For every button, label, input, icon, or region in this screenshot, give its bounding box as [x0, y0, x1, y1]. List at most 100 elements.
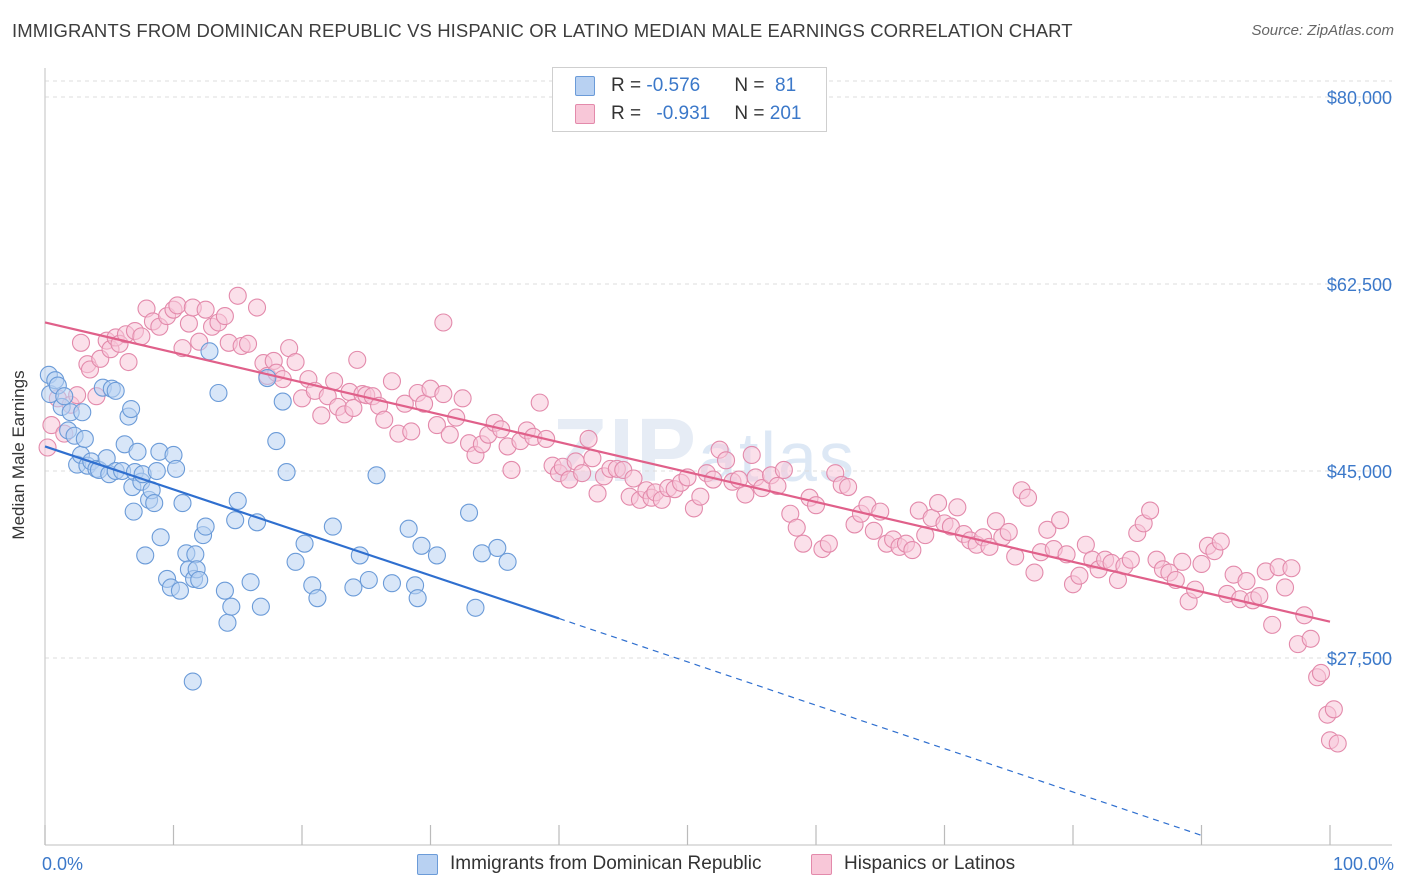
point-dominican	[190, 570, 209, 590]
point-hispanics	[1018, 488, 1038, 507]
y-tick-label: $80,000	[1327, 88, 1392, 108]
point-dominican	[228, 491, 247, 510]
point-hispanics	[787, 518, 806, 537]
point-dominican	[145, 494, 164, 513]
point-dominican	[122, 399, 141, 419]
point-hispanics	[1121, 550, 1140, 569]
point-hispanics	[132, 327, 151, 346]
point-hispanics	[774, 460, 793, 479]
legend-n-value: 81	[769, 75, 797, 96]
point-dominican	[323, 517, 342, 536]
point-dominican	[277, 463, 296, 482]
point-dominican	[344, 578, 363, 597]
point-dominican	[167, 459, 186, 478]
legend-swatch-blue	[575, 76, 595, 96]
point-dominican	[209, 383, 228, 403]
bottom-legend-swatch-pink	[811, 853, 832, 875]
point-hispanics	[415, 394, 434, 413]
bottom-legend-swatch-blue	[417, 853, 438, 875]
point-hispanics	[238, 334, 258, 353]
point-hispanics	[402, 422, 421, 441]
point-hispanics	[179, 314, 198, 333]
point-hispanics	[119, 352, 138, 372]
point-hispanics	[999, 522, 1018, 541]
point-hispanics	[1275, 578, 1295, 597]
point-hispanics	[1282, 559, 1301, 578]
point-hispanics	[691, 487, 710, 506]
point-hispanics	[1192, 554, 1211, 574]
point-dominican	[427, 546, 446, 565]
point-dominican	[267, 432, 286, 451]
point-hispanics	[736, 485, 755, 504]
point-dominican	[251, 597, 270, 616]
point-hispanics	[1324, 700, 1343, 719]
point-dominican	[488, 538, 507, 557]
point-dominican	[308, 589, 327, 608]
point-hispanics	[434, 385, 453, 404]
point-hispanics	[42, 416, 61, 435]
point-hispanics	[228, 286, 247, 305]
point-hispanics	[1211, 532, 1230, 551]
point-hispanics	[864, 521, 883, 540]
point-dominican	[173, 494, 192, 513]
point-hispanics	[948, 498, 967, 517]
legend-row-dominican: R = -0.576 N = 81	[575, 72, 796, 100]
y-tick-label: $62,500	[1327, 275, 1392, 295]
series-hispanics-points	[38, 286, 1347, 753]
point-hispanics	[427, 416, 446, 435]
point-hispanics	[1237, 572, 1256, 591]
trend-line-hispanics	[44, 321, 1331, 623]
point-hispanics	[382, 372, 402, 391]
y-tick-label: $45,000	[1327, 462, 1392, 482]
point-dominican	[151, 528, 170, 547]
point-hispanics	[1051, 511, 1070, 530]
legend-r-label: R =	[611, 75, 647, 96]
legend-n-label: N =	[734, 75, 770, 96]
bottom-legend-label: Immigrants from Dominican Republic	[450, 853, 762, 874]
point-hispanics	[1173, 552, 1192, 571]
point-hispanics	[986, 512, 1005, 531]
point-dominican	[466, 598, 485, 617]
legend-n-value: 201	[769, 103, 802, 124]
point-hispanics	[215, 307, 234, 326]
point-hispanics	[375, 410, 394, 429]
x-tick-label-end: 100.0%	[1333, 854, 1394, 874]
point-hispanics	[196, 300, 215, 319]
axes	[44, 68, 1392, 846]
point-hispanics	[247, 298, 267, 317]
point-hispanics	[312, 406, 331, 425]
point-hispanics	[286, 352, 305, 372]
point-hispanics	[453, 389, 472, 408]
point-hispanics	[624, 469, 643, 488]
bottom-legend-dominican: Immigrants from Dominican Republic	[417, 851, 762, 877]
point-dominican	[222, 597, 241, 616]
point-dominican	[196, 517, 215, 536]
point-hispanics	[806, 496, 826, 515]
point-hispanics	[1070, 566, 1089, 585]
point-hispanics	[434, 313, 453, 332]
trend-line-dominican-extension	[558, 617, 1202, 836]
point-dominican	[382, 574, 402, 593]
point-dominican	[200, 342, 219, 361]
point-dominican	[295, 534, 314, 553]
point-dominican	[73, 403, 92, 422]
bottom-legend-label: Hispanics or Latinos	[844, 853, 1016, 874]
point-dominican	[183, 672, 202, 691]
legend-n-label: N =	[734, 103, 770, 124]
point-hispanics	[1025, 563, 1044, 582]
y-tick-label: $27,500	[1327, 649, 1392, 669]
point-dominican	[170, 581, 189, 600]
legend-r-label: R =	[611, 103, 647, 124]
legend-r-value: -0.931	[656, 103, 711, 124]
point-hispanics	[1250, 586, 1269, 606]
point-dominican	[412, 536, 431, 555]
point-hispanics	[768, 476, 787, 496]
tick-labels: $27,500 $45,000 $62,500 $80,000 0.0% 100.0%	[42, 88, 1394, 874]
legend-swatch-pink	[575, 104, 595, 124]
x-tick-label-start: 0.0%	[42, 854, 83, 874]
trend-line-dominican	[44, 445, 560, 620]
point-dominican	[472, 544, 491, 563]
point-dominican	[408, 589, 427, 608]
point-dominican	[359, 570, 378, 590]
